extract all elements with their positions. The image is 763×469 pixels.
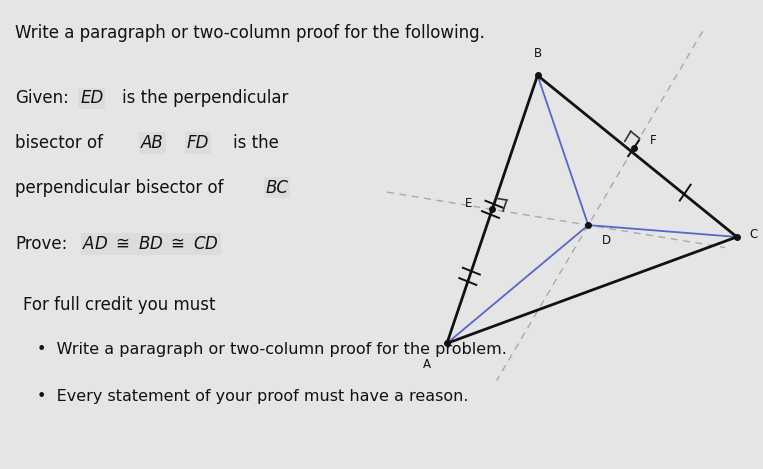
- Text: is the perpendicular: is the perpendicular: [122, 90, 288, 107]
- Text: For full credit you must: For full credit you must: [23, 296, 215, 314]
- Text: BC: BC: [266, 179, 288, 197]
- Text: C: C: [749, 228, 758, 242]
- Text: E: E: [465, 197, 472, 210]
- Text: perpendicular bisector of: perpendicular bisector of: [15, 179, 224, 197]
- Text: Prove:: Prove:: [15, 235, 68, 253]
- Text: bisector of: bisector of: [15, 134, 103, 152]
- Text: B: B: [533, 47, 542, 60]
- Text: F: F: [650, 134, 657, 147]
- Text: Write a paragraph or two-column proof for the following.: Write a paragraph or two-column proof fo…: [15, 24, 485, 42]
- Text: AB: AB: [141, 134, 164, 152]
- Text: FD: FD: [187, 134, 209, 152]
- Text: •  Every statement of your proof must have a reason.: • Every statement of your proof must hav…: [37, 389, 468, 404]
- Text: D: D: [602, 234, 611, 247]
- Text: AD $\cong$ BD $\cong$ CD: AD $\cong$ BD $\cong$ CD: [82, 235, 219, 253]
- Text: ED: ED: [80, 90, 103, 107]
- Text: is the: is the: [233, 134, 278, 152]
- Text: •  Write a paragraph or two-column proof for the problem.: • Write a paragraph or two-column proof …: [37, 342, 507, 357]
- Text: Given:: Given:: [15, 90, 69, 107]
- Text: A: A: [423, 358, 431, 371]
